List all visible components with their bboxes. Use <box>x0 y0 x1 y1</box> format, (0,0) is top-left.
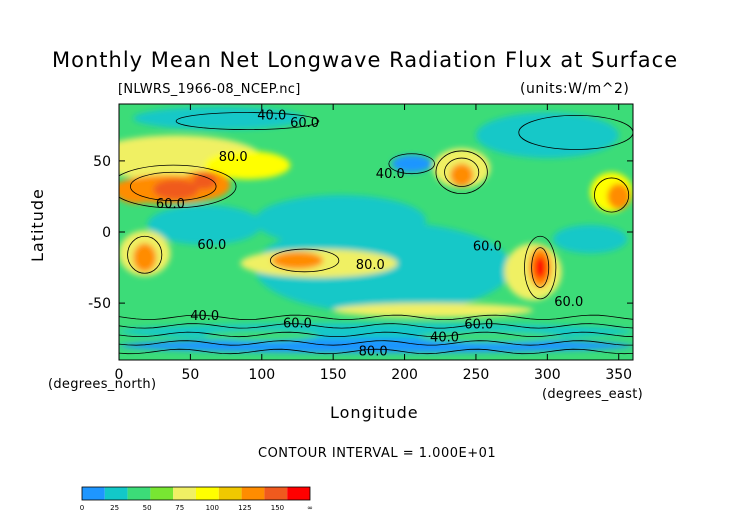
contour-line <box>119 314 633 321</box>
field-region <box>204 330 319 342</box>
contour-label: 60.0 <box>156 197 185 212</box>
field-region <box>193 172 217 190</box>
colorbar-label: 0 <box>80 504 84 512</box>
colorbar-swatch <box>196 487 219 500</box>
contour-line <box>119 323 633 329</box>
y-axis-units: (degrees_north) <box>48 377 157 392</box>
colorbar-swatch <box>150 487 174 500</box>
x-axis-units: (degrees_east) <box>542 387 644 402</box>
x-axis-label: Longitude <box>330 403 419 422</box>
contour-label: 60.0 <box>197 238 226 253</box>
colorbar-swatch <box>218 487 242 500</box>
colorbar-swatch <box>82 487 105 500</box>
field-region <box>271 251 324 269</box>
contour-label: 80.0 <box>356 258 385 273</box>
field-region <box>534 256 546 279</box>
contour-line <box>130 171 217 202</box>
contour-label: 60.0 <box>554 295 583 310</box>
contour-line <box>518 114 633 150</box>
colorbar-label: 50 <box>143 504 152 512</box>
contour-line <box>175 112 320 130</box>
colorbar-label: 75 <box>175 504 184 512</box>
contour-line <box>119 331 633 338</box>
contour-line <box>524 235 557 300</box>
contour-label: 60.0 <box>290 116 319 131</box>
source-file-label: [NLWRS_1966-08_NCEP.nc] <box>118 82 301 97</box>
units-label: (units:W/m^2) <box>520 81 630 97</box>
colorbar-label: ∞ <box>307 504 313 512</box>
x-tick-label: 0 <box>115 367 124 383</box>
contour-label: 40.0 <box>430 331 459 346</box>
contour-interval-label: CONTOUR INTERVAL = 1.000E+01 <box>258 446 497 461</box>
colorbar-swatch <box>264 487 288 500</box>
field-region <box>333 303 534 318</box>
field-region <box>204 150 291 180</box>
contour-label: 80.0 <box>219 150 248 165</box>
field-region <box>133 243 157 272</box>
contour-label: 40.0 <box>190 309 219 324</box>
contour-line <box>435 150 488 195</box>
contour-line <box>444 157 480 187</box>
colorbar-frame <box>81 486 311 501</box>
contour-line <box>119 340 633 346</box>
chart-title: Monthly Mean Net Longwave Radiation Flux… <box>52 48 679 72</box>
contour-label: 60.0 <box>473 239 502 254</box>
x-tick-label: 150 <box>320 367 347 383</box>
colorbar-swatch <box>241 487 265 500</box>
x-tick-label: 100 <box>248 367 275 383</box>
x-tick-label: 300 <box>534 367 561 383</box>
field-region <box>147 204 262 245</box>
colorbar-swatch <box>287 487 310 500</box>
contour-label: 60.0 <box>283 316 312 331</box>
field-region <box>391 155 432 173</box>
contour-label: 80.0 <box>359 345 388 360</box>
colorbar-label: 150 <box>271 504 284 512</box>
colorbar-label: 100 <box>206 504 219 512</box>
contour-label: 60.0 <box>464 318 493 333</box>
y-tick-label: 50 <box>93 154 111 170</box>
x-tick-label: 50 <box>181 367 199 383</box>
field-region <box>418 331 562 343</box>
colorbar-label: 125 <box>238 504 251 512</box>
contour-line <box>269 248 340 273</box>
y-tick-label: 0 <box>102 225 111 241</box>
contour-label: 40.0 <box>257 109 286 124</box>
colorbar-swatch <box>173 487 196 500</box>
contour-label: 40.0 <box>376 167 405 182</box>
field-region <box>475 112 619 159</box>
contour-line <box>127 235 163 274</box>
field-region <box>607 183 631 210</box>
contour-line <box>388 153 435 175</box>
field-region <box>553 224 628 254</box>
contour-line <box>119 348 633 355</box>
x-tick-label: 200 <box>391 367 418 383</box>
contour-line <box>531 247 550 288</box>
contour-line <box>594 177 630 213</box>
field-region <box>254 195 426 247</box>
field-region <box>119 180 157 204</box>
field-region <box>153 179 199 200</box>
contour-line <box>119 164 237 209</box>
colorbar-label: 25 <box>110 504 119 512</box>
colorbar-swatch <box>104 487 128 500</box>
x-tick-label: 350 <box>605 367 632 383</box>
x-tick-label: 250 <box>463 367 490 383</box>
y-tick-label: -50 <box>88 296 111 312</box>
field-region <box>450 163 474 187</box>
colorbar-swatch <box>127 487 151 500</box>
heatmap-plot-area: 40.0 60.0 80.0 60.0 40.0 60.0 60.0 80.0 60.0 40.0… <box>119 104 633 360</box>
